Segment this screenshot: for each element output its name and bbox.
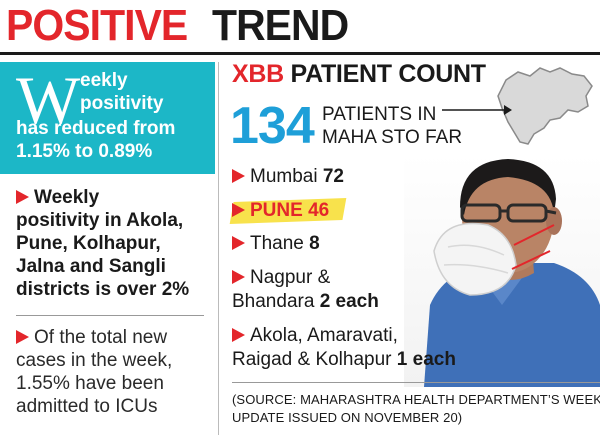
headline-rule bbox=[0, 52, 600, 55]
count-nagpur-line2: Bhandara 2 each bbox=[232, 291, 379, 312]
xbb-patient-count-title: XBB PATIENT COUNT bbox=[232, 60, 486, 88]
source-divider bbox=[232, 382, 600, 383]
patient-count-label-1: PATIENTS IN bbox=[322, 104, 437, 125]
teal-line-3: has reduced from bbox=[16, 118, 176, 139]
arrow-bullet-icon bbox=[16, 190, 29, 204]
arrow-bullet-icon bbox=[232, 203, 245, 217]
source-line-1: (SOURCE: MAHARASHTRA HEALTH DEPARTMENT’S… bbox=[232, 392, 600, 407]
arrow-bullet-icon bbox=[16, 330, 29, 344]
teal-line-1: eekly bbox=[80, 70, 128, 91]
pointer-arrow-icon bbox=[442, 105, 512, 115]
headline: POSITIVE TREND bbox=[0, 0, 600, 52]
teal-line-4: 1.15% to 0.89% bbox=[16, 141, 153, 162]
arrow-bullet-icon bbox=[232, 270, 245, 284]
count-akola-line2: Raigad & Kolhapur 1 each bbox=[232, 349, 456, 370]
masked-man-photo bbox=[404, 155, 600, 387]
arrow-bullet-icon bbox=[232, 169, 245, 183]
left-divider bbox=[16, 315, 204, 316]
teal-line-2: positivity bbox=[80, 93, 164, 114]
weekly-positivity-box: W eekly positivity has reduced from 1.15… bbox=[0, 62, 215, 174]
count-thane: Thane 8 bbox=[232, 232, 320, 255]
headline-positive: POSITIVE bbox=[6, 1, 188, 50]
arrow-bullet-icon bbox=[232, 328, 245, 342]
count-nagpur-line1: Nagpur & bbox=[232, 266, 330, 289]
patient-count-number: 134 bbox=[230, 97, 315, 155]
bullet-positivity-districts: Weekly positivity in Akola, Pune, Kolhap… bbox=[16, 187, 190, 300]
maharashtra-map-icon bbox=[497, 67, 593, 145]
count-pune: PUNE 46 bbox=[232, 199, 329, 222]
bullet-icu-admissions: Of the total new cases in the week, 1.55… bbox=[16, 327, 173, 417]
drop-cap: W bbox=[16, 62, 81, 138]
patient-count-label-2: MAHA STO FAR bbox=[322, 127, 463, 148]
count-mumbai: Mumbai 72 bbox=[232, 165, 344, 188]
arrow-bullet-icon bbox=[232, 236, 245, 250]
headline-trend: TREND bbox=[212, 1, 349, 50]
source-line-2: UPDATE ISSUED ON NOVEMBER 20) bbox=[232, 410, 463, 425]
count-akola-line1: Akola, Amaravati, bbox=[232, 324, 398, 347]
column-divider bbox=[218, 62, 219, 435]
